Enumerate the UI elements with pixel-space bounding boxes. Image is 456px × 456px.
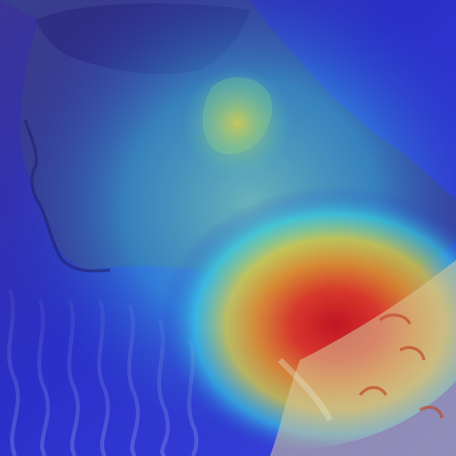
- fabric-collar: [270, 260, 456, 456]
- fabric-pattern: [358, 313, 444, 419]
- background-stripes: [7, 289, 199, 456]
- face-profile: [23, 119, 111, 273]
